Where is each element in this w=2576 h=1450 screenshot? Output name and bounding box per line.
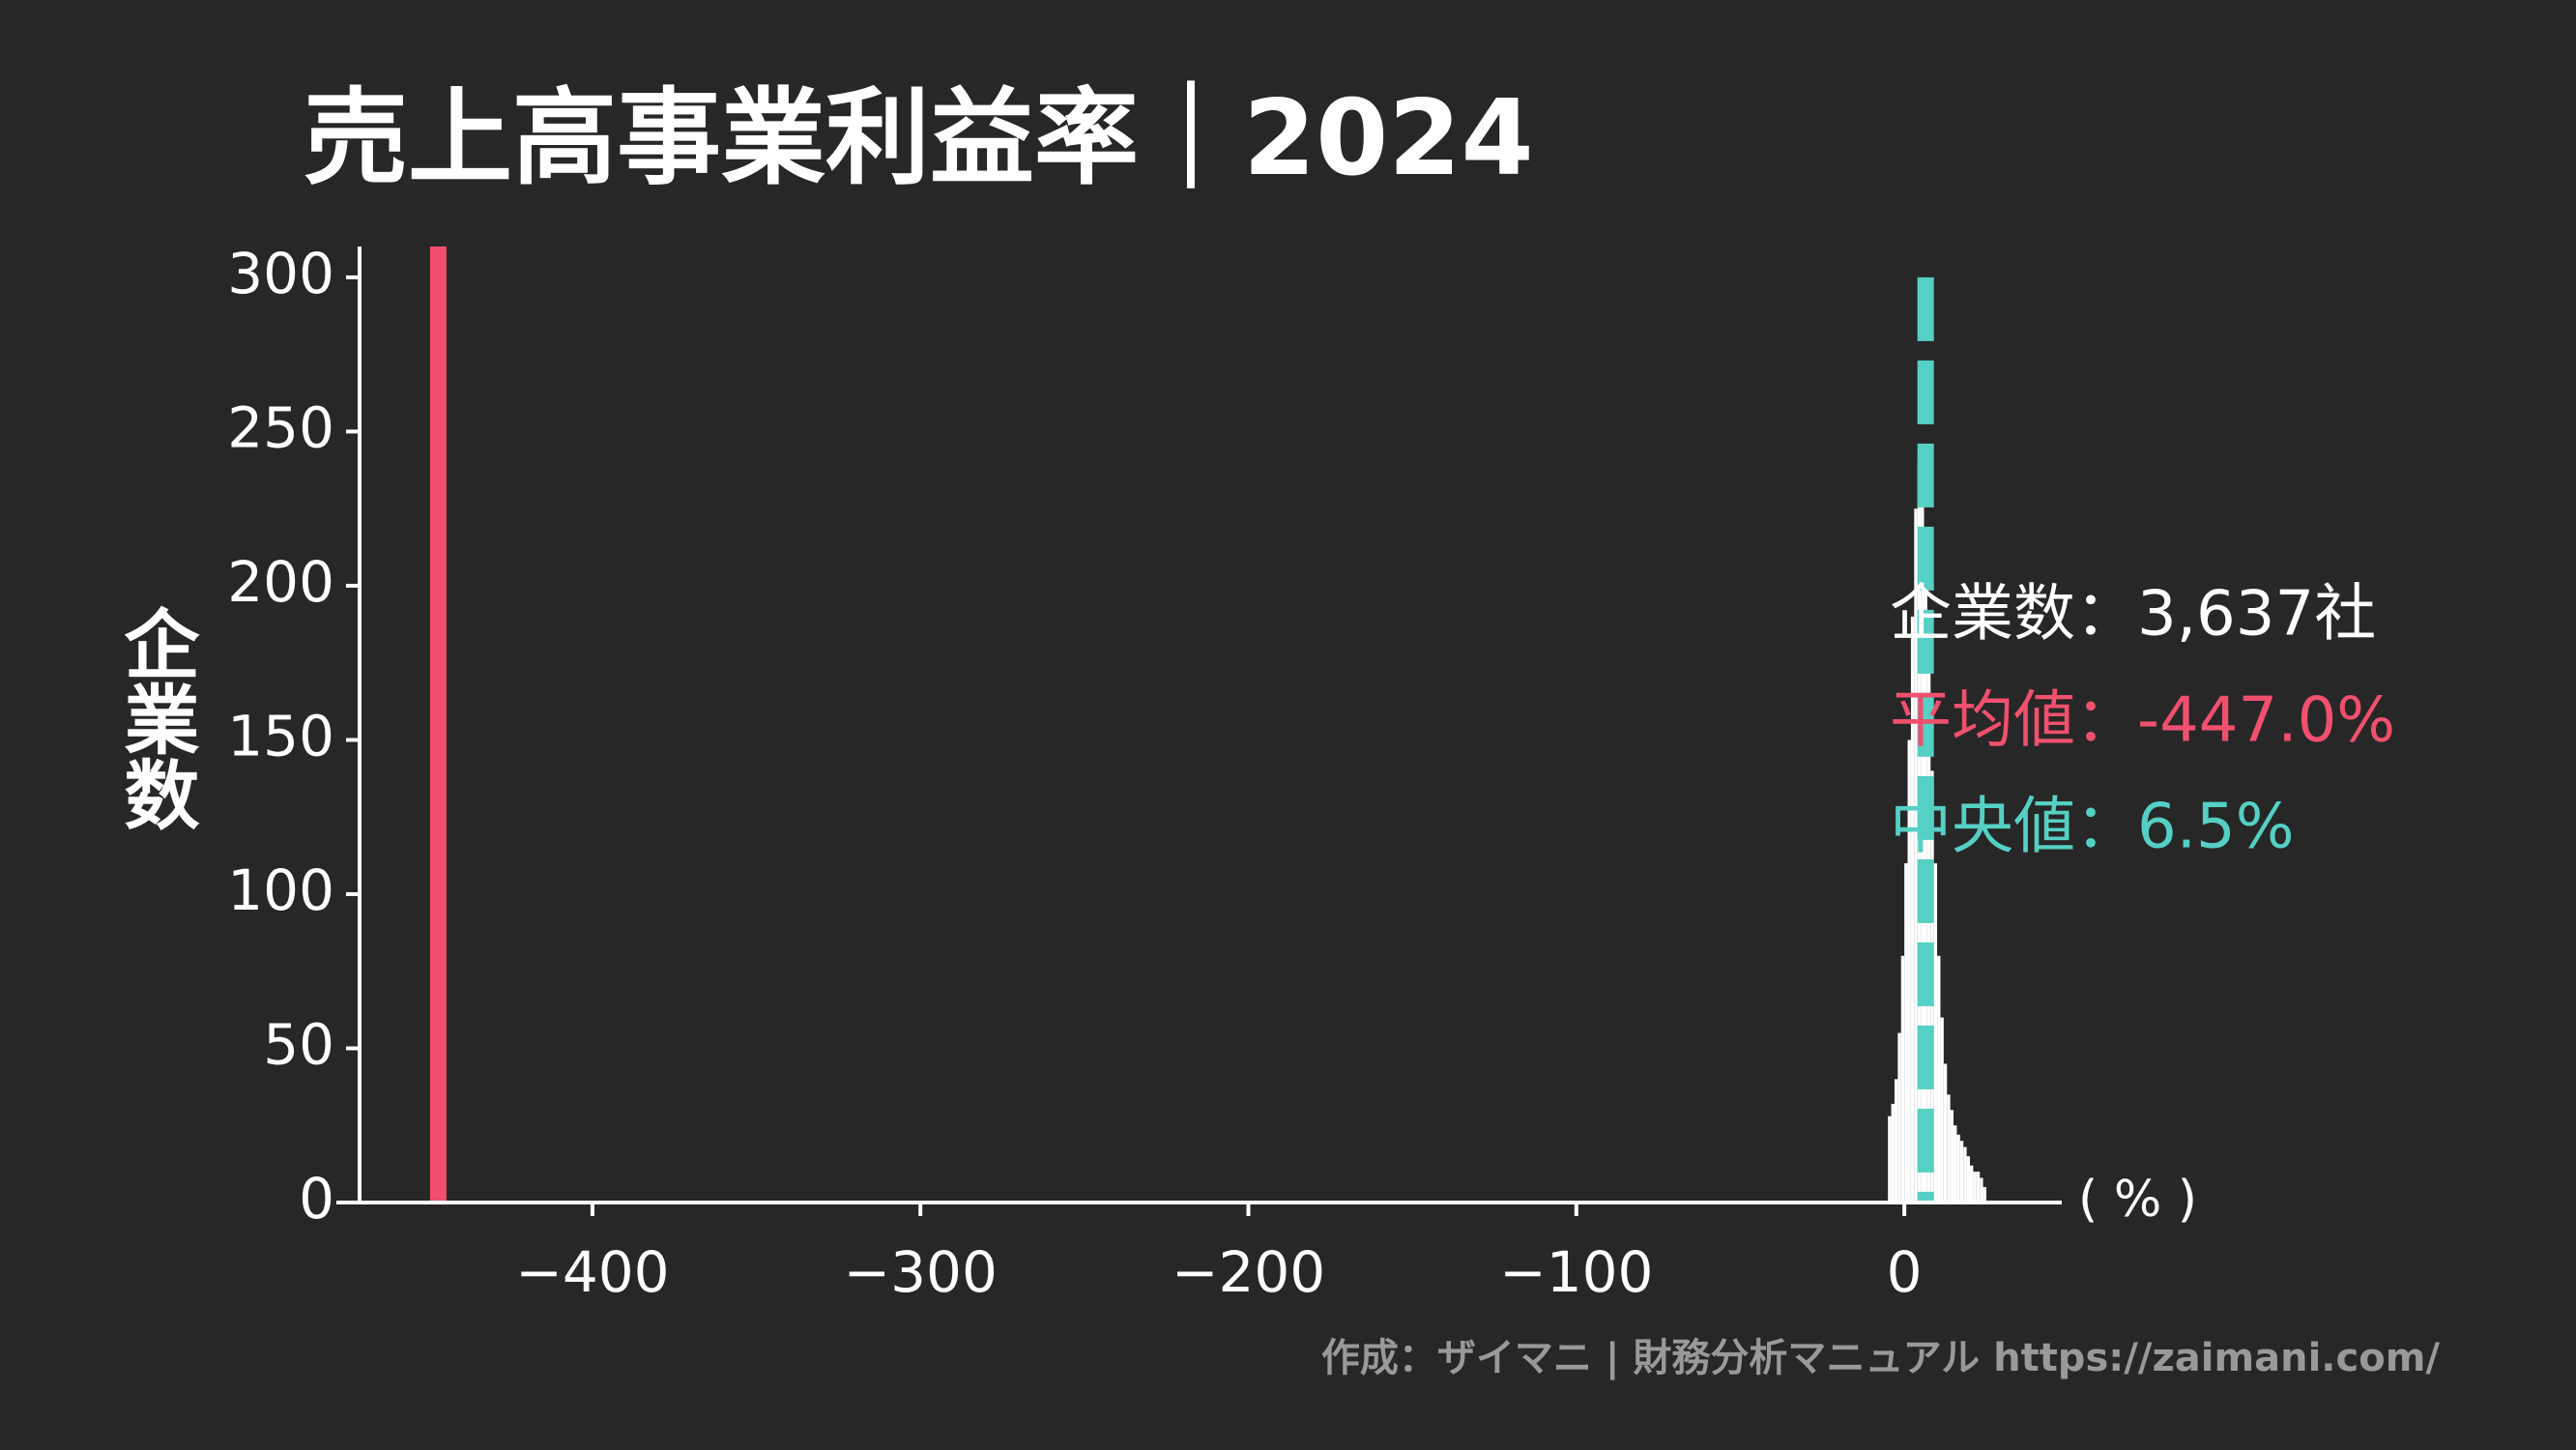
bar (1943, 1063, 1948, 1203)
bar (1983, 1187, 1986, 1203)
annotation: 中央値：6.5% (1890, 792, 2295, 863)
y-tick-label: 100 (227, 857, 334, 923)
y-tick-label: 300 (227, 241, 334, 306)
bar (1963, 1146, 1967, 1203)
bar (1897, 1032, 1901, 1203)
x-tick-label: −100 (1499, 1239, 1653, 1305)
y-tick-label: 150 (227, 704, 334, 769)
bar (1950, 1110, 1954, 1203)
bar (1907, 740, 1911, 1203)
x-tick-label: −200 (1172, 1239, 1325, 1305)
bar (1926, 662, 1931, 1203)
y-tick-label: 200 (227, 549, 334, 615)
bar (1914, 508, 1918, 1203)
bar (1888, 1116, 1892, 1203)
x-tick-label: 0 (1887, 1239, 1923, 1305)
bar (1904, 863, 1908, 1203)
y-tick-label: 50 (263, 1012, 334, 1078)
bar (1910, 616, 1915, 1203)
bar (1937, 955, 1941, 1203)
bar (1976, 1172, 1981, 1203)
chart-title: 売上高事業利益率｜2024 (304, 78, 1534, 199)
bar (1954, 1125, 1957, 1203)
y-axis-label: 企業数 (112, 605, 200, 831)
bar (1900, 955, 1905, 1203)
bar (1921, 478, 1925, 1204)
y-tick-label: 250 (227, 395, 334, 461)
bar (1891, 1103, 1895, 1203)
annotation: 平均値：-447.0% (1890, 685, 2395, 757)
bar (1969, 1165, 1974, 1203)
bar (1947, 1094, 1951, 1203)
bar (1973, 1172, 1977, 1203)
bar (1956, 1134, 1960, 1203)
y-tick-label: 0 (299, 1166, 334, 1232)
bar (1959, 1141, 1964, 1203)
bar (1966, 1156, 1970, 1203)
bar (1980, 1177, 1983, 1203)
source: 作成：ザイマニ | 財務分析マニュアル https://zaimani.com/ (1321, 1336, 2440, 1381)
bar (1933, 863, 1938, 1203)
x-tick-label: −400 (515, 1239, 669, 1305)
annotation: 企業数：3,637社 (1890, 579, 2376, 651)
x-axis-label: ( % ) (2078, 1171, 2197, 1229)
x-tick-label: −300 (844, 1239, 998, 1305)
bar (1894, 1079, 1898, 1203)
bar (1940, 1017, 1944, 1203)
